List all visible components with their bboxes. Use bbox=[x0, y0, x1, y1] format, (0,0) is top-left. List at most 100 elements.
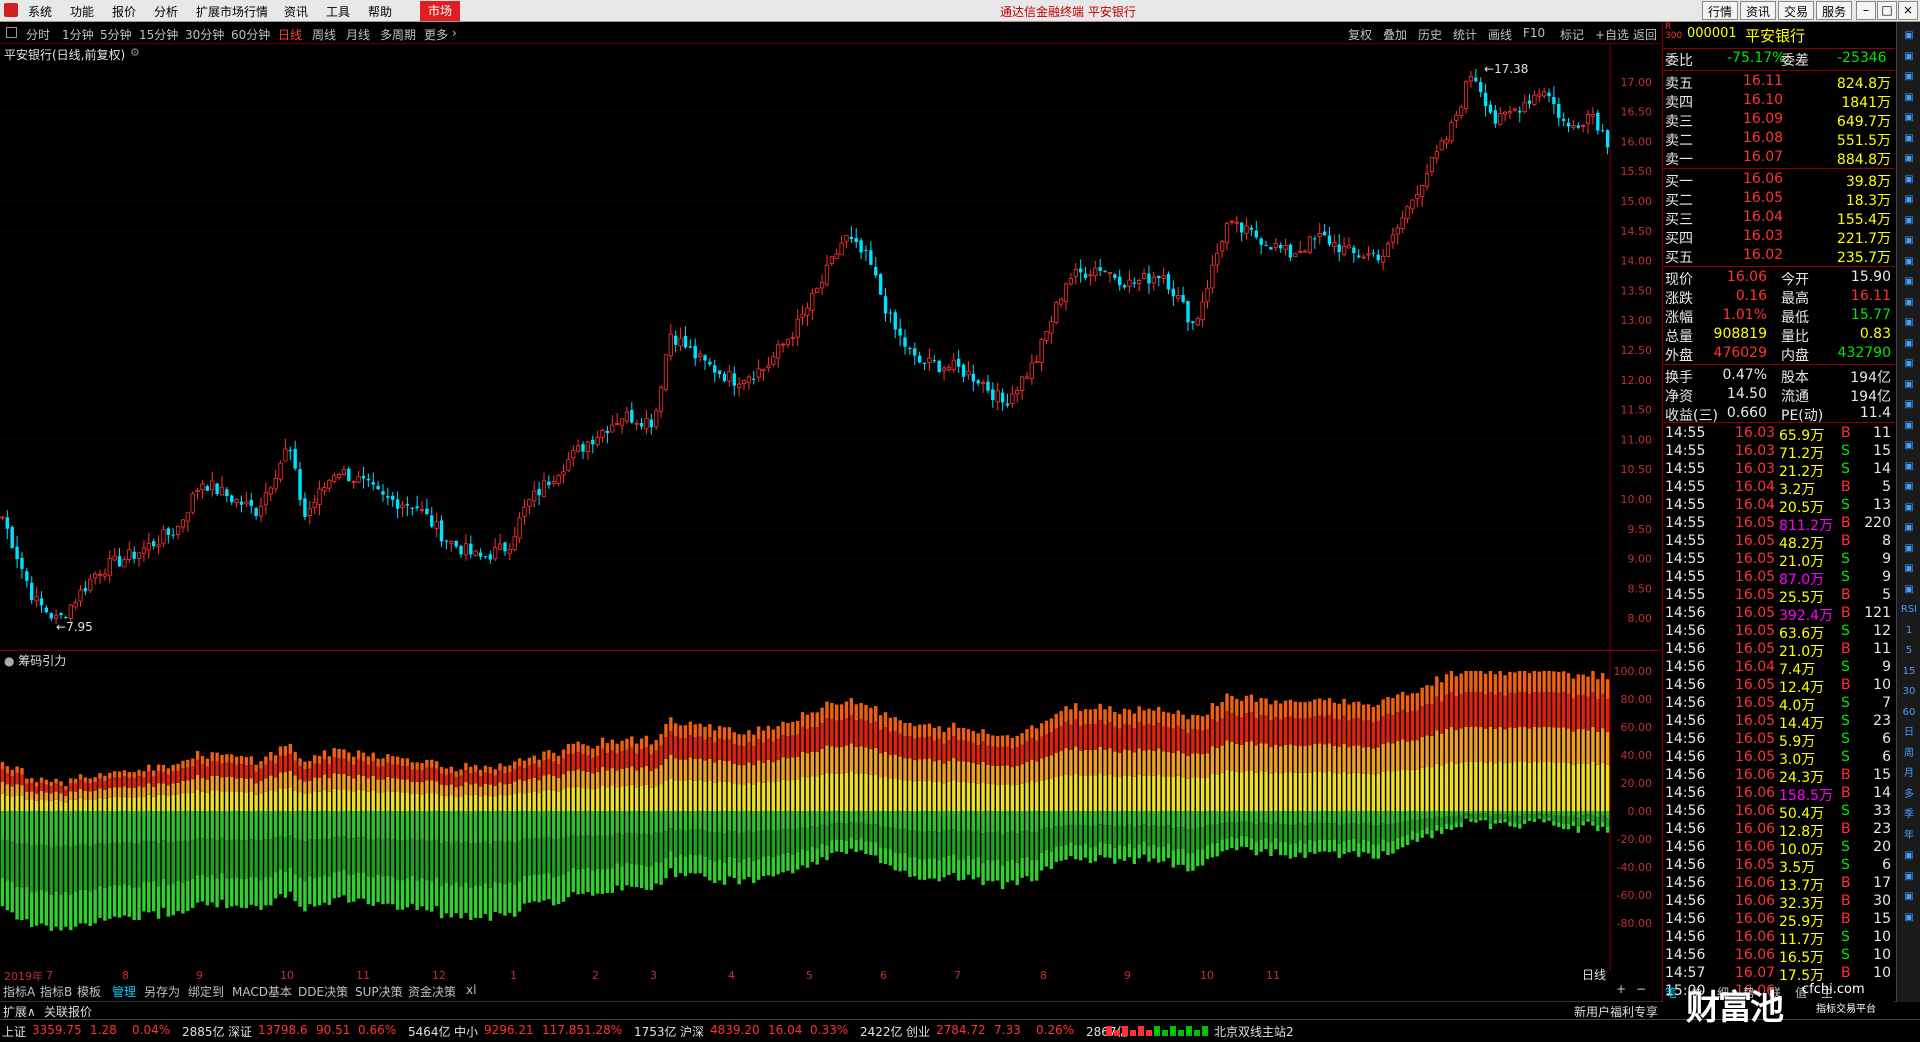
period-tab-daily[interactable]: 日线 bbox=[278, 28, 303, 42]
close-icon[interactable]: × bbox=[1898, 1, 1918, 20]
market-button[interactable]: 市场 bbox=[420, 1, 461, 21]
maximize-icon[interactable]: □ bbox=[1877, 1, 1897, 20]
period-tab-15min[interactable]: 15分钟 bbox=[139, 28, 179, 42]
indicator-tab[interactable]: 管理 bbox=[112, 985, 137, 999]
chevron-right-icon[interactable]: › bbox=[452, 26, 457, 40]
side-tool-icon[interactable]: 30 bbox=[1902, 686, 1916, 697]
quote-tab[interactable]: 细 bbox=[1717, 986, 1730, 1000]
side-tool-icon[interactable]: 15 bbox=[1902, 665, 1916, 677]
top-button-trade[interactable]: 交易 bbox=[1778, 1, 1815, 20]
period-tab-30min[interactable]: 30分钟 bbox=[185, 28, 225, 42]
indicator-tab[interactable]: 另存为 bbox=[144, 985, 181, 999]
kline-chart[interactable]: 8.008.509.009.5010.0010.5011.0011.5012.0… bbox=[0, 44, 1660, 650]
side-tool-icon[interactable]: 1 bbox=[1905, 624, 1913, 636]
quote-tab[interactable]: 主 bbox=[1821, 986, 1834, 1000]
side-tool-icon[interactable]: ▣ bbox=[1904, 440, 1914, 451]
side-tool-icon[interactable]: ▣ bbox=[1904, 583, 1914, 595]
side-tool-icon[interactable]: ▣ bbox=[1904, 891, 1914, 902]
side-tool-icon[interactable]: ▣ bbox=[1904, 214, 1914, 226]
side-tool-icon[interactable]: ▣ bbox=[1904, 378, 1914, 390]
menu-system[interactable]: 系统 bbox=[28, 5, 53, 19]
period-tab-multi[interactable]: 多周期 bbox=[380, 28, 417, 42]
menu-quote[interactable]: 报价 bbox=[112, 5, 137, 19]
quote-tab[interactable]: 联 bbox=[1769, 986, 1782, 1000]
chart-divider[interactable] bbox=[0, 650, 1660, 651]
menu-function[interactable]: 功能 bbox=[70, 5, 95, 19]
top-button-quote[interactable]: 行情 bbox=[1702, 1, 1739, 20]
toolbar-stats[interactable]: 统计 bbox=[1453, 28, 1478, 42]
indicator-tab[interactable]: 模板 bbox=[77, 985, 102, 999]
period-tab-fenshi[interactable]: 分时 bbox=[26, 28, 51, 42]
side-tool-icon[interactable]: ▣ bbox=[1904, 522, 1914, 533]
panel-toggle-icon[interactable] bbox=[6, 27, 17, 38]
side-tool-icon[interactable]: 日 bbox=[1904, 727, 1914, 738]
period-tab-5min[interactable]: 5分钟 bbox=[100, 28, 132, 42]
side-tool-icon[interactable]: ▣ bbox=[1904, 850, 1914, 861]
minimize-icon[interactable]: – bbox=[1856, 1, 1876, 20]
side-tool-icon[interactable]: ▣ bbox=[1904, 501, 1914, 513]
indicator-tab[interactable]: 指标A bbox=[3, 985, 36, 999]
period-tab-1min[interactable]: 1分钟 bbox=[62, 28, 94, 42]
side-tool-icon[interactable]: ▣ bbox=[1904, 870, 1914, 882]
quote-tab[interactable]: 笔 bbox=[1665, 986, 1678, 1000]
side-tool-icon[interactable]: ▣ bbox=[1904, 30, 1914, 41]
menu-ext-market[interactable]: 扩展市场行情 bbox=[196, 5, 269, 19]
menu-help[interactable]: 帮助 bbox=[368, 5, 393, 19]
period-tab-weekly[interactable]: 周线 bbox=[312, 28, 337, 42]
side-tool-icon[interactable]: ▣ bbox=[1904, 91, 1914, 103]
server-status[interactable]: 北京双线主站2 bbox=[1214, 1025, 1294, 1039]
toolbar-fuquan[interactable]: 复权 bbox=[1348, 28, 1373, 42]
side-tool-icon[interactable]: ▣ bbox=[1904, 153, 1914, 164]
side-tool-icon[interactable]: ▣ bbox=[1904, 399, 1914, 410]
toolbar-add-watch[interactable]: +自选 bbox=[1595, 28, 1630, 42]
quote-tab[interactable]: 价 bbox=[1691, 986, 1704, 1000]
toolbar-f10[interactable]: F10 bbox=[1523, 26, 1546, 40]
quote-tab[interactable]: 值 bbox=[1795, 986, 1808, 1000]
indicator-chart[interactable]: 100.0080.0060.0040.0020.000.00-20.00-40.… bbox=[0, 651, 1660, 971]
side-tool-icon[interactable]: 多 bbox=[1904, 788, 1914, 800]
side-tool-icon[interactable]: ▣ bbox=[1904, 481, 1914, 492]
side-tool-icon[interactable]: ▣ bbox=[1904, 235, 1914, 246]
indicator-tab[interactable]: 指标B bbox=[40, 985, 73, 999]
side-tool-icon[interactable]: ▣ bbox=[1904, 419, 1914, 431]
menu-analysis[interactable]: 分析 bbox=[154, 5, 179, 19]
new-user-benefit-link[interactable]: 新用户福利专享 bbox=[1574, 1005, 1659, 1019]
quote-tab[interactable]: 势 bbox=[1743, 986, 1756, 1000]
toolbar-draw[interactable]: 画线 bbox=[1488, 28, 1513, 42]
menu-tools[interactable]: 工具 bbox=[326, 5, 351, 19]
indicator-tab[interactable]: MACD基本 bbox=[232, 985, 292, 999]
side-tool-icon[interactable]: ▣ bbox=[1904, 296, 1914, 308]
side-tool-icon[interactable]: ▣ bbox=[1904, 255, 1914, 267]
indicator-tab[interactable]: DDE决策 bbox=[298, 985, 349, 999]
settings-gear-icon[interactable]: ⚙ bbox=[130, 46, 140, 59]
indicator-tab[interactable]: 资金决策 bbox=[408, 985, 457, 999]
period-tab-monthly[interactable]: 月线 bbox=[346, 28, 371, 42]
toolbar-back[interactable]: 返回 bbox=[1633, 28, 1658, 42]
side-tool-icon[interactable]: ▣ bbox=[1904, 911, 1914, 923]
zoom-in-icon[interactable]: + bbox=[1616, 982, 1627, 996]
side-tool-icon[interactable]: ▣ bbox=[1904, 112, 1914, 123]
side-tool-icon[interactable]: ▣ bbox=[1904, 563, 1914, 574]
related-quote-button[interactable]: 关联报价 bbox=[44, 1005, 93, 1019]
side-tool-icon[interactable]: 年 bbox=[1904, 829, 1914, 841]
expand-button[interactable]: 扩展∧ bbox=[3, 1005, 36, 1019]
side-tool-icon[interactable]: ▣ bbox=[1904, 50, 1914, 62]
side-tool-icon[interactable]: ▣ bbox=[1904, 317, 1914, 328]
indicator-tab[interactable]: 绑定到 bbox=[188, 985, 225, 999]
side-tool-icon[interactable]: ▣ bbox=[1904, 71, 1914, 82]
side-tool-icon[interactable]: ▣ bbox=[1904, 173, 1914, 185]
side-tool-icon[interactable]: ▣ bbox=[1904, 337, 1914, 349]
side-tool-icon[interactable]: 周 bbox=[1904, 747, 1914, 759]
toolbar-history[interactable]: 历史 bbox=[1418, 28, 1443, 42]
side-tool-icon[interactable]: ▣ bbox=[1904, 132, 1914, 144]
toolbar-mark[interactable]: 标记 bbox=[1560, 28, 1585, 42]
side-tool-icon[interactable]: ▣ bbox=[1904, 358, 1914, 369]
side-tool-icon[interactable]: 60 bbox=[1902, 706, 1916, 718]
side-tool-icon[interactable]: 5 bbox=[1905, 645, 1913, 656]
side-tool-icon[interactable]: 月 bbox=[1904, 768, 1914, 779]
top-button-news[interactable]: 资讯 bbox=[1740, 1, 1777, 20]
side-tool-icon[interactable]: RSI bbox=[1900, 604, 1918, 615]
period-tab-60min[interactable]: 60分钟 bbox=[231, 28, 271, 42]
side-tool-icon[interactable]: ▣ bbox=[1904, 276, 1914, 287]
side-tool-icon[interactable]: 季 bbox=[1904, 809, 1914, 820]
